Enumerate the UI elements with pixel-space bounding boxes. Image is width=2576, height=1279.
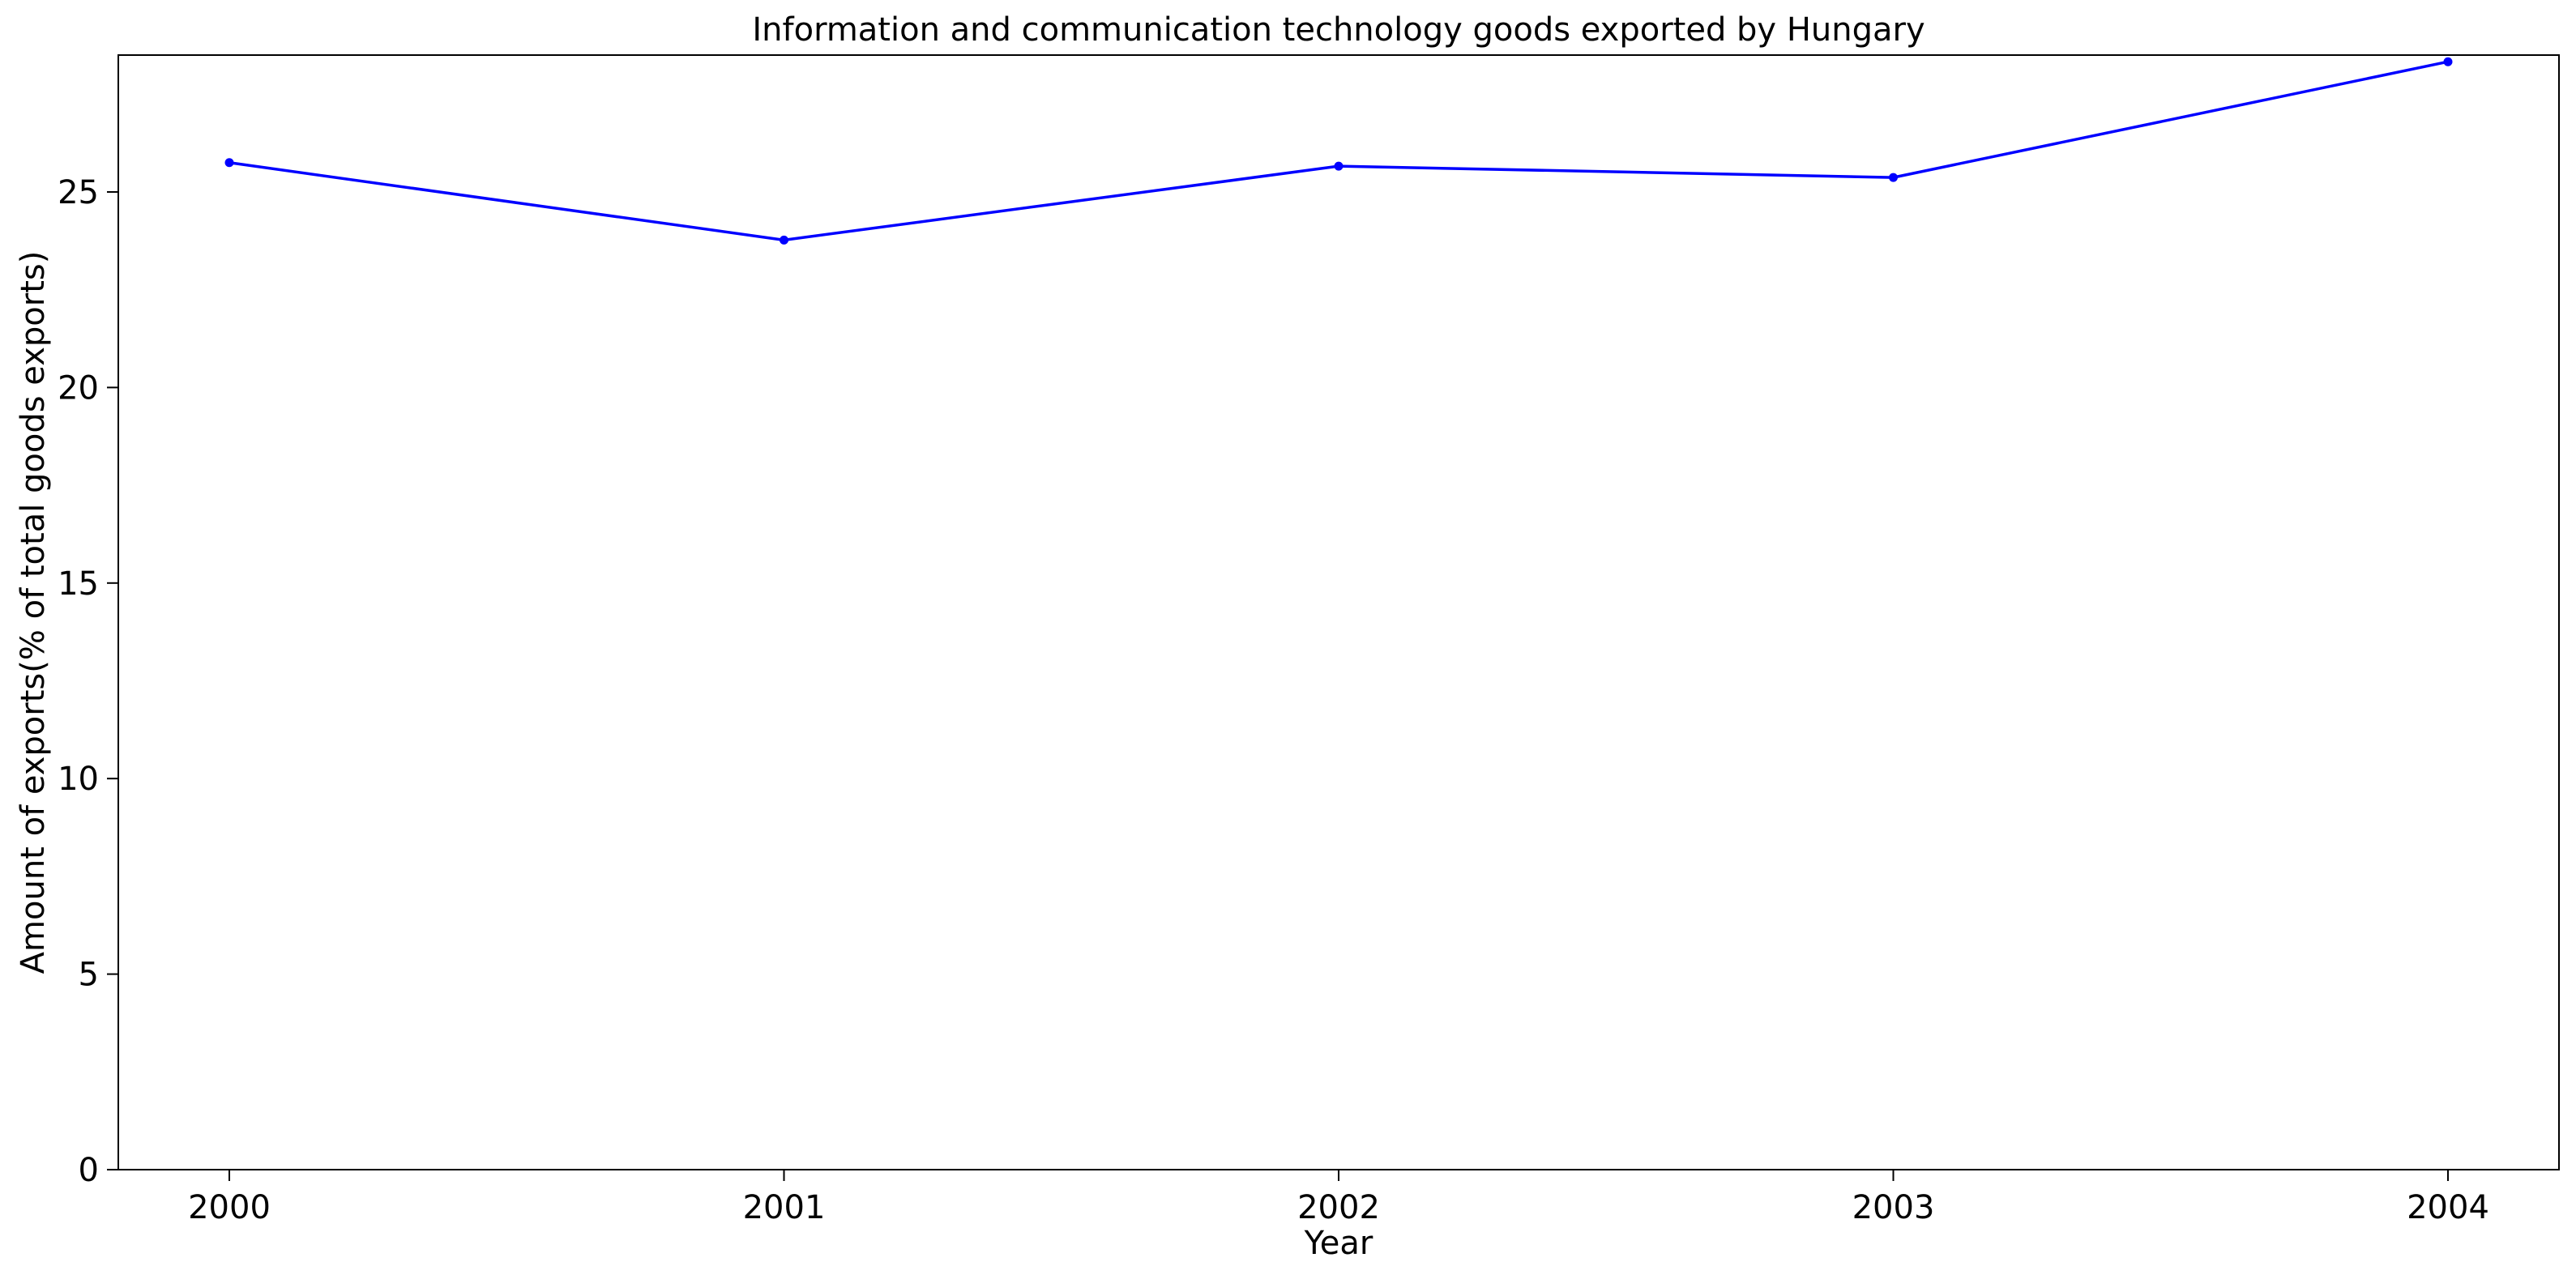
x-axis-label: Year <box>1304 1225 1373 1262</box>
data-point <box>224 158 234 168</box>
y-tick-label: 10 <box>58 761 99 798</box>
x-tick-label: 2002 <box>1297 1189 1380 1226</box>
y-axis-label: Amount of exports(% of total goods expor… <box>15 251 52 974</box>
y-axis: 0 5 10 15 20 25 <box>58 174 118 1189</box>
y-tick-label: 15 <box>58 565 99 603</box>
data-point <box>1334 161 1344 171</box>
x-tick-label: 2001 <box>743 1189 826 1226</box>
data-point <box>780 235 788 245</box>
x-tick-label: 2003 <box>1852 1189 1935 1226</box>
data-point <box>2443 57 2453 66</box>
plot-area <box>117 54 2560 1170</box>
data-point <box>1889 173 1898 182</box>
x-tick-label: 2000 <box>188 1189 271 1226</box>
series-layer <box>224 57 2453 245</box>
x-axis: 2000 2001 2002 2003 2004 <box>188 1170 2489 1226</box>
y-tick-label: 20 <box>58 369 99 407</box>
y-tick-label: 5 <box>79 957 99 994</box>
chart-title: Information and communication technology… <box>752 11 1925 49</box>
x-tick-label: 2004 <box>2407 1189 2489 1226</box>
y-tick-label: 25 <box>58 174 99 211</box>
y-tick-label: 0 <box>79 1152 99 1189</box>
